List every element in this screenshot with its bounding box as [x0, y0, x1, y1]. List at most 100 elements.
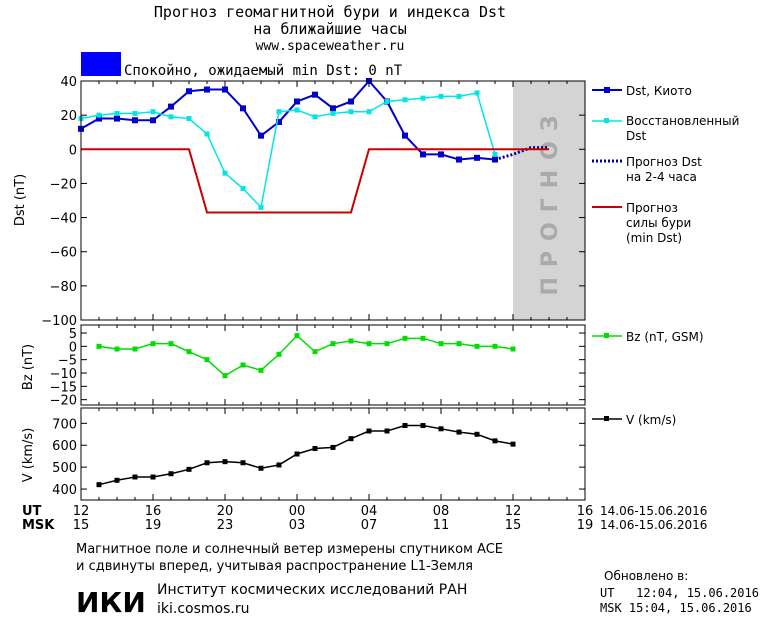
data-point	[456, 93, 462, 99]
y-tick-label: 700	[52, 417, 77, 432]
ut-tick-label: 16	[577, 504, 594, 519]
y-tick-label: −60	[50, 246, 77, 261]
ut-tick-label: 16	[145, 504, 162, 519]
updated-label: Обновлено в:	[604, 569, 688, 583]
data-point	[114, 110, 120, 116]
legend-dst-kyoto: Dst, Киото	[626, 84, 692, 98]
institute-url: iki.cosmos.ru	[157, 601, 249, 617]
data-point	[294, 107, 300, 113]
data-point	[348, 338, 354, 344]
data-point	[420, 151, 426, 158]
msk-tick-label: 23	[217, 518, 234, 533]
data-point	[96, 343, 102, 349]
data-point	[240, 186, 246, 192]
msk-tick-label: 19	[577, 518, 594, 533]
data-point	[420, 95, 426, 101]
data-point	[330, 110, 336, 116]
data-point	[294, 98, 300, 105]
legend-storm-1: Прогноз	[626, 201, 678, 215]
data-point	[402, 132, 408, 139]
plot-frame	[80, 80, 586, 321]
data-point	[402, 335, 408, 341]
series-line	[494, 146, 549, 161]
data-point	[474, 343, 480, 349]
data-point	[240, 105, 246, 112]
legend-dst-restored-1: Восстановленный	[626, 114, 739, 128]
data-point	[294, 333, 300, 339]
data-point	[420, 423, 426, 429]
y-tick-label: 5	[69, 327, 77, 342]
data-point	[132, 346, 138, 352]
data-point	[186, 349, 192, 355]
data-point	[96, 115, 102, 122]
y-tick-label: 600	[52, 439, 77, 454]
data-point	[168, 341, 174, 347]
data-point	[276, 462, 282, 468]
data-point	[114, 346, 120, 352]
msk-tick-label: 03	[289, 518, 306, 533]
series-line	[98, 424, 514, 486]
data-point	[348, 98, 354, 105]
data-point	[114, 477, 120, 483]
y-tick-label: −40	[50, 212, 77, 227]
data-point	[492, 151, 498, 157]
bz-axis-label: Bz (nT)	[21, 344, 36, 390]
legend-storm-2: силы бури	[626, 216, 691, 230]
data-point	[258, 367, 264, 373]
v-panel: 700 600 500 400	[52, 407, 586, 501]
data-point	[384, 341, 390, 347]
msk-range: 14.06-15.06.2016	[600, 518, 707, 532]
y-tick-label: 20	[60, 109, 77, 124]
y-tick-label: 500	[52, 461, 77, 476]
status-text: Спокойно, ожидаемый min Dst: 0 nT	[124, 63, 403, 79]
data-point	[186, 116, 192, 122]
legend: Dst, Киото Восстановленный Dst Прогноз D…	[592, 84, 739, 427]
data-point	[474, 154, 480, 161]
msk-tick-label: 15	[73, 518, 90, 533]
forecast-watermark: ПРОГНОЗ	[538, 105, 563, 295]
data-point	[330, 444, 336, 450]
data-point	[438, 151, 444, 158]
legend-bz: Bz (nT, GSM)	[626, 330, 704, 344]
data-point	[294, 451, 300, 457]
data-point	[510, 346, 516, 352]
v-axis-label: V (km/s)	[21, 428, 36, 483]
y-tick-label: 40	[60, 75, 77, 90]
data-point	[258, 465, 264, 471]
data-point	[384, 98, 390, 104]
data-point	[348, 109, 354, 115]
y-tick-label: 0	[69, 340, 77, 355]
ut-tick-label: 08	[433, 504, 450, 519]
data-point	[366, 109, 372, 115]
dst-axis-label: Dst (nT)	[13, 174, 28, 226]
data-point	[150, 117, 156, 124]
y-tick-label: −100	[41, 314, 77, 329]
data-point	[240, 362, 246, 368]
ut-tick-label: 04	[361, 504, 378, 519]
data-point	[132, 110, 138, 116]
ut-tick-label: 12	[73, 504, 90, 519]
data-point	[114, 115, 120, 122]
data-point	[384, 428, 390, 434]
ut-label: UT	[22, 504, 42, 519]
y-tick-label: −80	[50, 280, 77, 295]
forecast-band	[513, 81, 585, 320]
data-point	[150, 109, 156, 115]
data-point	[402, 97, 408, 103]
data-point	[456, 156, 462, 163]
data-point	[348, 436, 354, 442]
data-point	[492, 343, 498, 349]
ut-tick-label: 20	[217, 504, 234, 519]
data-point	[168, 103, 174, 110]
y-tick-label: −20	[50, 177, 77, 192]
site-url: www.spaceweather.ru	[256, 39, 405, 54]
y-tick-label: −15	[50, 380, 77, 395]
data-point	[150, 341, 156, 347]
title-line-2: на ближайшие часы	[253, 20, 407, 38]
status-color-swatch	[81, 52, 121, 76]
data-point	[312, 91, 318, 98]
data-point	[438, 341, 444, 347]
legend-dst-restored-2: Dst	[626, 129, 646, 143]
data-point	[276, 118, 282, 125]
